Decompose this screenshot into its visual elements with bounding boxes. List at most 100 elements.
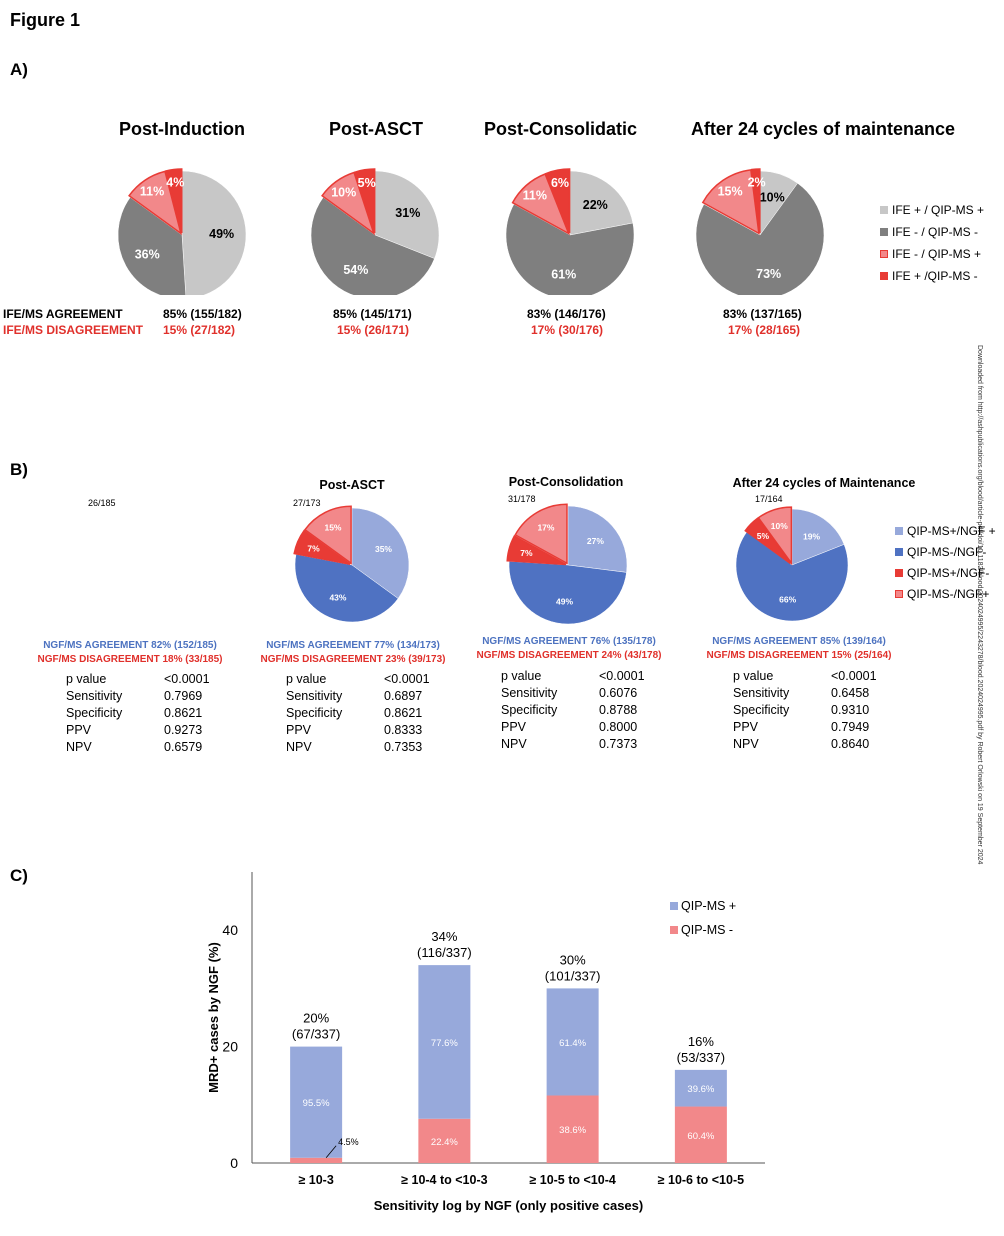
pie-slice-label: 43% xyxy=(329,592,346,602)
pie-slice xyxy=(744,517,792,565)
x-tick-label: ≥ 10-3 xyxy=(298,1173,333,1187)
stat-value: 0.8000 xyxy=(599,720,638,734)
pie-slice-label: 10% xyxy=(331,185,356,199)
panel-b-label: B) xyxy=(10,460,28,479)
agreement-a4: 83% (137/165) xyxy=(723,307,802,321)
pie-b4: 19% 66% 5%10% xyxy=(735,506,849,622)
stat-label: PPV xyxy=(501,720,527,734)
pie-slice-label: 15% xyxy=(324,523,341,533)
pie-slice-label: 10% xyxy=(760,191,785,205)
legend-a-item-3: IFE - / QIP-MS + xyxy=(880,247,981,261)
pie-slice xyxy=(511,173,571,236)
stat-value: 0.6897 xyxy=(384,689,423,703)
disagreement-a3: 17% (30/176) xyxy=(531,323,604,337)
stat-value: 0.8621 xyxy=(384,706,423,720)
pie-slice-label: 6% xyxy=(551,176,569,190)
bar-data-label: 60.4% xyxy=(687,1131,714,1142)
count-b1: 26/185 xyxy=(88,498,116,508)
pie-slice xyxy=(293,529,351,565)
pie-slice xyxy=(735,531,849,622)
legend-swatch xyxy=(670,926,678,934)
pie-slice xyxy=(353,168,376,234)
stat-value: 0.7353 xyxy=(384,740,423,754)
legend-a-item-1: IFE + / QIP-MS + xyxy=(880,203,984,217)
agreement-b4: NGF/MS AGREEMENT 85% (139/164) xyxy=(712,636,886,647)
download-note: Downloaded from http://ashpublications.o… xyxy=(973,345,983,945)
pie-a1: 49% 36% 11%4% xyxy=(117,168,247,295)
pie-slice xyxy=(505,203,635,295)
bar-segment-qip-ms-neg xyxy=(290,1157,343,1163)
pie-slice xyxy=(303,505,352,565)
pie-slice xyxy=(701,169,760,235)
stat-value: 0.6458 xyxy=(831,686,870,700)
pie-slice xyxy=(320,171,376,236)
pie-slice xyxy=(117,197,187,295)
pie-b3: 27% 49% 7% 17% xyxy=(506,503,628,625)
x-axis-label: Sensitivity log by NGF (only positive ca… xyxy=(374,1198,643,1213)
agreement-b2: NGF/MS AGREEMENT 77% (134/173) xyxy=(266,640,440,651)
stat-value: 0.7373 xyxy=(599,737,638,751)
pie-slice-label: 73% xyxy=(756,267,781,281)
legend-label: IFE + /QIP-MS - xyxy=(892,269,978,283)
stat-value: 0.8333 xyxy=(384,723,423,737)
pie-slice-label: 31% xyxy=(395,206,420,220)
pie-slice-label: 7% xyxy=(307,543,320,553)
stat-label: Specificity xyxy=(66,706,123,720)
stat-label: Specificity xyxy=(501,703,558,717)
bar-segment-qip-ms-neg xyxy=(674,1106,727,1163)
stat-value: 0.9273 xyxy=(164,723,203,737)
stat-value: <0.0001 xyxy=(164,672,210,686)
pie-b2-title: Post-ASCT xyxy=(319,478,385,492)
label-leader-line xyxy=(325,1145,337,1159)
stats-table-b3: p value <0.0001 Sensitivity 0.6076 Specifi… xyxy=(501,668,645,753)
agreement-b1: NGF/MS AGREEMENT 82% (152/185) xyxy=(43,640,217,651)
stat-label: Sensitivity xyxy=(66,689,123,703)
stat-label: Specificity xyxy=(286,706,343,720)
pie-b4-title: After 24 cycles of Maintenance xyxy=(732,476,916,490)
pie-slice-label: 11% xyxy=(140,184,164,198)
pie-slice-label: 22% xyxy=(583,198,608,212)
pie-a4: 10% 73% 15% 2% xyxy=(695,168,825,295)
pie-slice xyxy=(128,170,183,236)
stat-label: PPV xyxy=(733,720,759,734)
pie-slice xyxy=(567,505,628,573)
legend-swatch xyxy=(880,228,888,236)
stat-value: <0.0001 xyxy=(599,669,645,683)
bar-total-label: 30% xyxy=(560,952,586,967)
bar-data-label: 77.6% xyxy=(431,1038,458,1049)
disagreement-a4: 17% (28/165) xyxy=(728,323,801,337)
pie-slice-label: 19% xyxy=(803,531,820,541)
pie-slice xyxy=(506,534,567,566)
x-tick-label: ≥ 10-5 to <10-4 xyxy=(529,1173,615,1187)
pie-slice-label: 11% xyxy=(523,188,547,202)
count-b3: 31/178 xyxy=(508,494,536,504)
legend-label: QIP-MS+/NGF- xyxy=(907,566,990,580)
legend-b-item-4: QIP-MS-/NGF+ xyxy=(895,587,989,601)
legend-swatch xyxy=(895,590,903,598)
legend-swatch xyxy=(880,272,888,280)
legend-label: QIP-MS + xyxy=(681,899,736,913)
legend-b-item-1: QIP-MS+/NGF + xyxy=(895,524,996,538)
pie-slice-label: 36% xyxy=(135,247,160,261)
x-tick-label: ≥ 10-4 to <10-3 xyxy=(401,1173,487,1187)
pie-slice xyxy=(508,561,627,625)
pie-slice xyxy=(164,168,183,234)
pie-slice-label: 5% xyxy=(358,176,376,190)
pie-slice-label: 35% xyxy=(375,544,392,554)
count-b2: 27/173 xyxy=(293,498,321,508)
y-tick-label: 0 xyxy=(230,1155,238,1171)
stat-value: 0.8788 xyxy=(599,703,638,717)
legend-a-item-4: IFE + /QIP-MS - xyxy=(880,269,978,283)
disagreement-label-a: IFE/MS DISAGREEMENT xyxy=(3,323,144,337)
pie-slice-label: 10% xyxy=(771,521,788,531)
agreement-a1: 85% (155/182) xyxy=(163,307,242,321)
legend-swatch xyxy=(895,569,903,577)
bar-data-label: 39.6% xyxy=(687,1084,714,1095)
stat-label: NPV xyxy=(501,737,527,751)
pie-slice xyxy=(310,197,435,295)
pie-a2-title: Post-ASCT xyxy=(329,119,423,139)
bar-segment-qip-ms-neg xyxy=(418,1118,471,1163)
y-axis-label: MRD+ cases by NGF (%) xyxy=(206,942,221,1093)
stats-table-b2: p value <0.0001 Sensitivity 0.6897 Specifi… xyxy=(286,671,430,756)
stat-label: NPV xyxy=(66,740,92,754)
